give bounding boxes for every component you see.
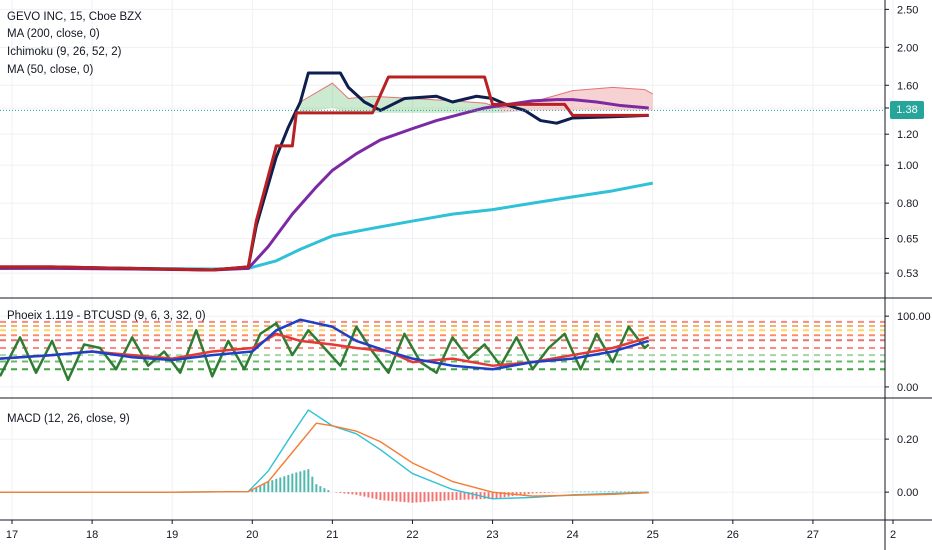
legend-ma50[interactable]: MA (50, close, 0) (7, 64, 94, 76)
y-tick-label: 1.00 (897, 160, 918, 172)
x-tick-label: 19 (166, 529, 178, 541)
x-tick-label: 21 (326, 529, 338, 541)
legend-ma200[interactable]: MA (200, close, 0) (7, 28, 100, 40)
x-tick-label: 27 (807, 529, 819, 541)
x-tick-label: 17 (6, 529, 18, 541)
current-price-tag: 1.38 (890, 101, 924, 120)
y-tick-label: 0.00 (897, 487, 918, 499)
x-tick-label: 23 (486, 529, 498, 541)
cloud-segment (572, 87, 613, 111)
series-line-signal[interactable] (0, 422, 649, 497)
cloud-segment (412, 98, 453, 113)
legend-phoeix[interactable]: Phoeix 1.119 - BTCUSD (9, 6, 3, 32, 0) (7, 310, 206, 322)
x-tick-label: 18 (86, 529, 98, 541)
x-tick-label: 22 (406, 529, 418, 541)
x-tick-label: 2 (890, 529, 896, 541)
legend-ichimoku[interactable]: Ichimoku (9, 26, 52, 2) (7, 46, 122, 58)
series-line-blue[interactable] (0, 318, 650, 371)
y-tick-label: 0.53 (897, 268, 918, 280)
cloud-span-a (300, 82, 653, 109)
y-tick-label: 1.60 (897, 80, 918, 92)
series-line-ma-200-close-0-[interactable] (0, 181, 654, 271)
y-tick-label: 1.20 (897, 129, 918, 141)
y-tick-label: 2.00 (897, 42, 918, 54)
y-tick-label: 0.65 (897, 233, 918, 245)
cloud-segment (348, 96, 373, 113)
y-tick-label: 0.20 (897, 434, 918, 446)
cloud-segment (644, 89, 653, 111)
cloud-segment (332, 83, 349, 113)
y-tick-label: 0.00 (897, 382, 918, 394)
x-tick-label: 24 (567, 529, 579, 541)
y-tick-label: 0.80 (897, 198, 918, 210)
x-tick-label: 25 (647, 529, 659, 541)
cloud-segment (300, 83, 333, 113)
legend-macd[interactable]: MACD (12, 26, close, 9) (7, 413, 130, 425)
y-tick-label: 100.00 (897, 311, 931, 323)
series-line-ma-50-close-0-[interactable] (0, 98, 649, 272)
y-tick-label: 2.50 (897, 4, 918, 16)
legend-symbol[interactable]: GEVO INC, 15, Cboe BZX (7, 11, 142, 23)
series-line-ichimoku-kijun[interactable] (0, 75, 649, 272)
x-tick-label: 26 (727, 529, 739, 541)
x-tick-label: 20 (246, 529, 258, 541)
series-line-green[interactable] (0, 321, 650, 382)
